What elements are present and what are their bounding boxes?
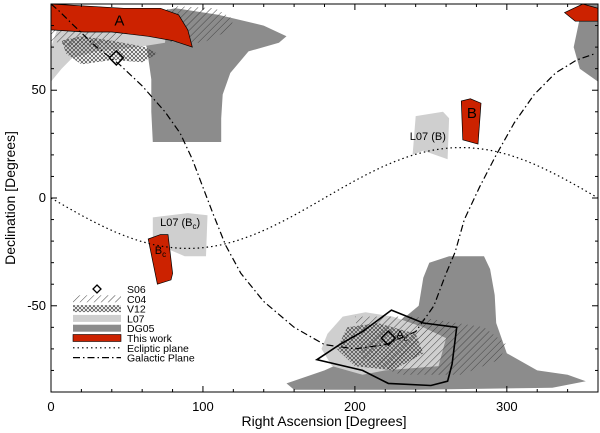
- x-tick-label: 300: [496, 399, 518, 414]
- legend-swatch-dg05: [73, 324, 121, 332]
- y-tick-label: -50: [27, 298, 46, 313]
- legend-label-this: This work: [127, 333, 173, 345]
- s06-marker-2: [380, 330, 397, 347]
- legend-label-dg05: DG05: [127, 323, 155, 335]
- legend-item-gal: Galactic Plane: [73, 353, 195, 365]
- legend-label-l07: L07: [127, 313, 145, 325]
- v12-region-1: [61, 36, 158, 65]
- x-axis-label: Right Ascension [Degrees]: [242, 413, 407, 429]
- legend-item-s06: S06: [92, 284, 146, 296]
- this-work-region-3: [147, 234, 173, 285]
- legend-item-ecl: Ecliptic plane: [73, 343, 189, 355]
- legend-label-c04: C04: [127, 294, 146, 306]
- this-work-region-1: [51, 4, 193, 48]
- this-work-region-4: [563, 4, 598, 22]
- legend-item-l07: L07: [73, 313, 145, 325]
- legend-swatch-this: [72, 334, 122, 342]
- marker-layer: [108, 49, 397, 347]
- legend-item-dg05: DG05: [73, 323, 155, 335]
- reference-lines-layer: [51, 4, 598, 350]
- region-labels-layer: A B L07 (B) L07 (Bc) Bc Ac: [114, 13, 477, 344]
- this-work-region-2: [460, 98, 482, 145]
- legend-item-this: This work: [72, 333, 173, 345]
- region-label-6: Ac: [396, 329, 407, 343]
- x-tick-label: 200: [344, 399, 366, 414]
- l07-region-2: [412, 111, 450, 160]
- legend-item-v12: V12: [73, 304, 146, 316]
- region-label-2: B: [467, 105, 477, 122]
- y-axis-label: Declination [Degrees]: [2, 131, 18, 265]
- legend-label-ecl: Ecliptic plane: [127, 343, 189, 355]
- legend-label-s06: S06: [127, 284, 146, 296]
- galactic-plane-line: [51, 4, 596, 350]
- ecliptic-plane-line: [51, 147, 598, 249]
- region-label-4: L07 (Bc): [160, 217, 200, 231]
- legend-swatch-v12: [73, 305, 121, 313]
- legend-label-gal: Galactic Plane: [127, 353, 195, 365]
- region-label-5: Bc: [155, 245, 166, 259]
- dg05-region-3: [573, 4, 598, 82]
- y-tick-label: 0: [39, 190, 46, 205]
- region-label-1: A: [114, 13, 124, 30]
- legend-swatch-c04: [73, 295, 121, 303]
- x-tick-label: 0: [47, 399, 54, 414]
- legend-item-c04: C04: [73, 294, 146, 306]
- legend-swatch-l07: [73, 314, 121, 322]
- y-tick-label: 50: [32, 82, 46, 97]
- x-tick-label: 100: [192, 399, 214, 414]
- this-work-outline-region: [314, 309, 458, 387]
- region-label-3: L07 (B): [410, 131, 446, 143]
- legend-label-v12: V12: [127, 304, 146, 316]
- legend-swatch-s06: [92, 284, 102, 294]
- axes-layer: 0 100 200 300 -50 0 50: [27, 4, 599, 414]
- regions-layer: [51, 4, 598, 390]
- s06-marker-1: [108, 49, 125, 66]
